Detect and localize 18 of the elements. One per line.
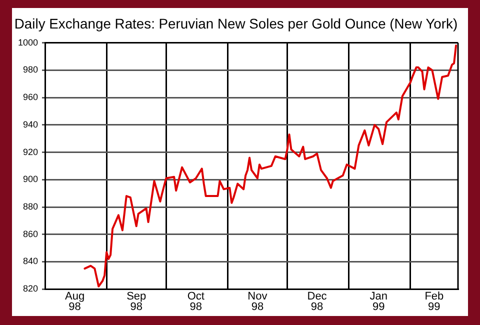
y-tick-label: 860	[22, 228, 38, 239]
x-tick-label: Jan 99	[370, 290, 388, 313]
y-tick-label: 880	[22, 201, 38, 212]
chart-title: Daily Exchange Rates: Peruvian New Soles per Gold Ounce (New York)	[14, 15, 458, 32]
x-tick-label: Dec 98	[307, 290, 328, 313]
x-tick-label: Nov 98	[248, 290, 268, 313]
y-tick-label: 900	[22, 174, 38, 184]
y-tick-label: 940	[22, 119, 38, 130]
x-tick-label: Feb 99	[424, 290, 444, 313]
y-tick-label: 920	[22, 146, 38, 157]
x-tick-label: Oct 98	[187, 290, 204, 313]
x-tick-label: Sep 98	[126, 290, 146, 313]
x-tick-label: Aug 98	[65, 290, 85, 313]
y-tick-label: 840	[22, 256, 38, 266]
y-tick-label: 820	[22, 284, 38, 294]
y-tick-label: 1000	[18, 37, 38, 48]
y-tick-label: 980	[22, 64, 38, 75]
y-tick-label: 960	[22, 92, 38, 102]
